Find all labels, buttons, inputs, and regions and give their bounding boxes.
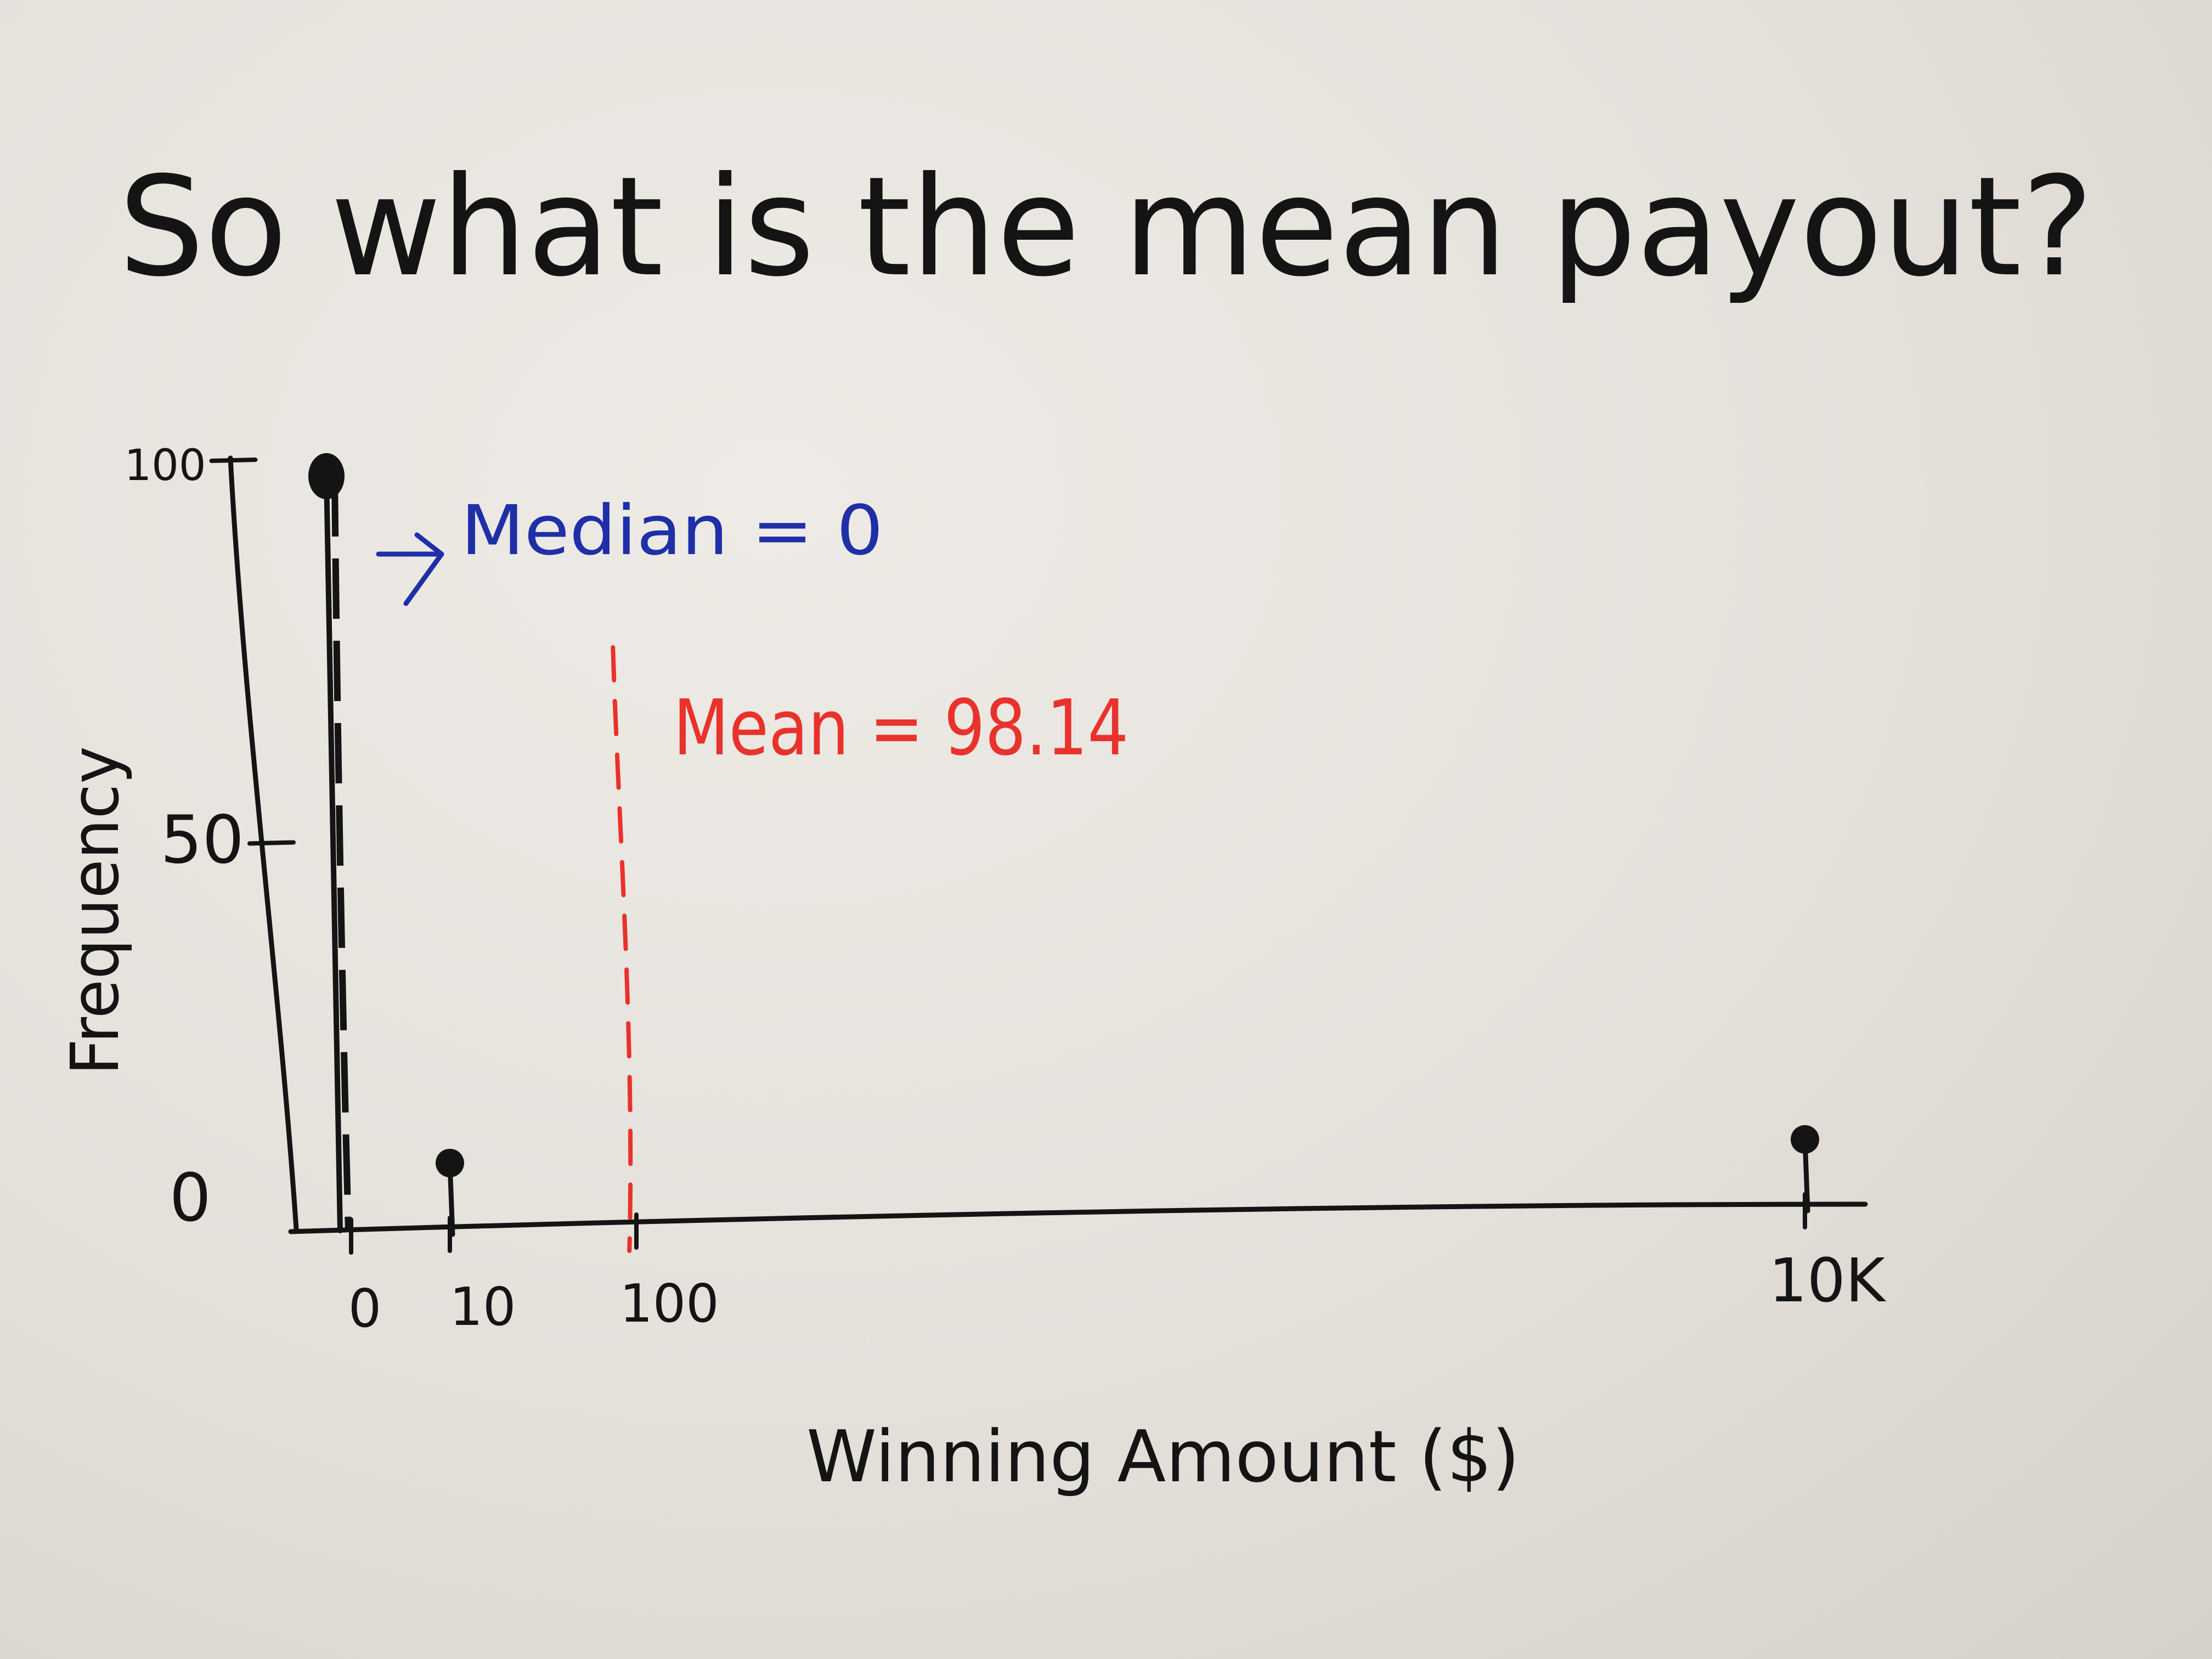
mean-label: Mean = 98.14 (673, 684, 1128, 773)
data-point (436, 1148, 464, 1177)
x-ticks: 0 10 100 10K (348, 1192, 1887, 1339)
axes (228, 455, 1868, 1234)
x-tick-label: 0 (348, 1279, 381, 1339)
data-point (308, 453, 345, 499)
data-point (1791, 1125, 1819, 1154)
mean-line (611, 645, 633, 1253)
x-axis-line (288, 1201, 1868, 1234)
y-tick-mark (247, 840, 296, 846)
chart-title: So what is the mean payout? (119, 147, 2094, 307)
y-tick-label: 100 (125, 441, 206, 490)
x-axis-label: Winning Amount ($) (806, 1415, 1520, 1498)
stem-dash (331, 476, 352, 1231)
median-label: Median = 0 (461, 491, 883, 571)
data-marks (308, 453, 1819, 1237)
y-tick-label: 0 (170, 1160, 211, 1237)
x-tick-label: 10 (450, 1277, 516, 1338)
y-ticks: 0 50 100 (125, 441, 296, 1237)
y-axis-label: Frequency (58, 746, 134, 1075)
median-annotation-group: Median = 0 (376, 491, 883, 606)
median-arrowhead (403, 532, 444, 606)
y-axis-line (228, 455, 299, 1232)
y-tick-mark (209, 458, 258, 463)
y-tick-label: 50 (160, 803, 244, 879)
mean-annotation-group: Mean = 98.14 (611, 645, 1128, 1253)
stem (324, 473, 343, 1234)
x-tick-label: 10K (1769, 1245, 1887, 1316)
x-tick-label: 100 (619, 1274, 719, 1334)
